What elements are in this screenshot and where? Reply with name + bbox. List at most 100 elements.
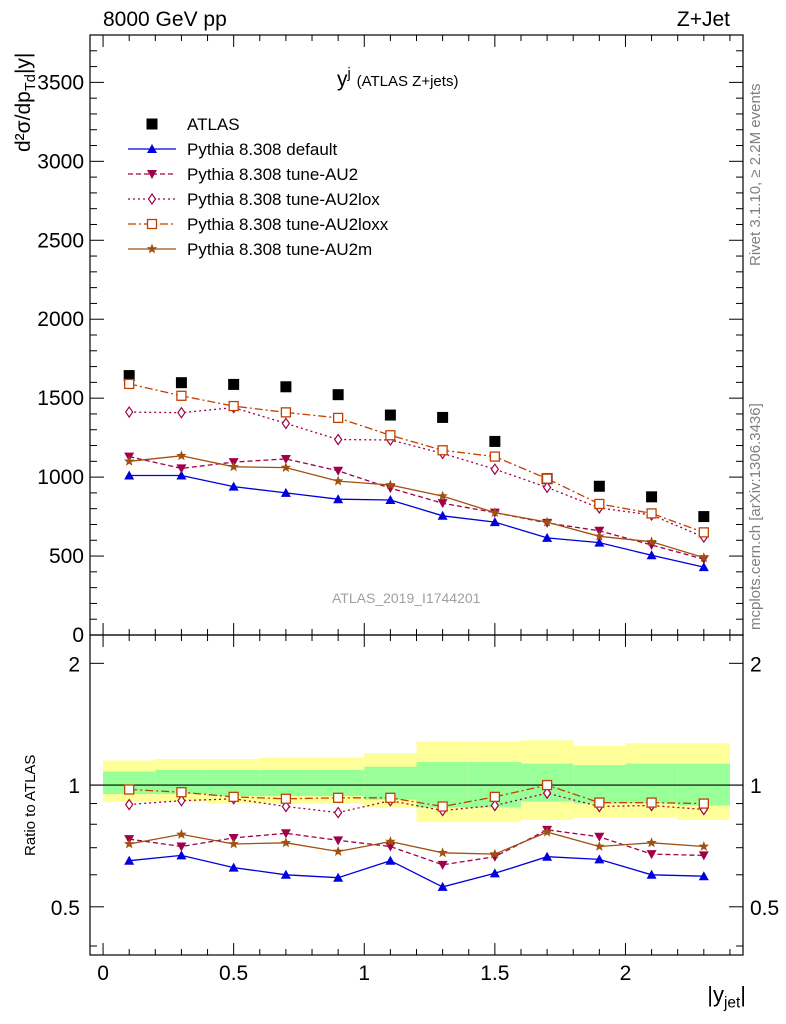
main-series-3-point-0 [124,406,134,419]
ratio-series-4-point-2 [228,838,239,849]
ratio-series-1-point-4 [333,836,344,846]
ratio-series-2-point-0 [124,798,134,811]
legend-label-5: Pythia 8.308 tune-AU2m [187,240,372,259]
main-series-1-point-0 [124,470,135,480]
ratio-series-1-point-3 [280,829,291,839]
main-series-0-point-0 [123,370,135,382]
main-series-5-line [129,455,704,559]
legend-marker-0 [146,118,158,130]
main-series-5-point-0 [123,455,135,466]
ratio-series-3-point-11 [698,798,709,809]
ratio-series-3-point-0 [124,784,135,795]
main-series-4-point-10 [646,508,657,519]
ratio-series-0-point-4 [333,872,344,882]
main-series-0-point-6 [437,411,449,423]
ratio-series-0-line [129,854,704,888]
ratio-band-inner-2 [207,769,260,796]
main-series-0-point-7 [489,435,501,447]
main-series-1-point-4 [333,494,344,504]
ratio-band-inner-0 [103,771,156,795]
main-series-3-point-8 [542,481,552,494]
rivet-label: Rivet 3.1.10, ≥ 2.2M events [747,83,764,267]
energy-label: 8000 GeV pp [103,8,227,31]
main-y-tick-label: 2000 [37,308,84,331]
main-series-5-point-3 [280,462,292,473]
ratio-series-1-point-7 [489,852,500,862]
ratio-series-3-point-2 [228,791,239,803]
ratio-series-1-line [129,829,704,866]
ratio-series-3-point-8 [541,779,553,791]
main-series-2-point-1 [176,464,187,474]
ratio-series-1-point-9 [594,832,605,842]
ratio-series-0-point-11 [698,871,709,881]
ratio-series-3-point-6 [437,801,448,812]
ratio-series-2-point-1 [177,794,186,807]
ratio-series-0-point-9 [594,854,605,864]
ratio-series-3-point-7 [489,791,501,803]
ratio-band-inner-3 [259,769,313,796]
ratio-series-2-point-3 [281,800,291,813]
ratio-series-0-point-8 [542,851,553,861]
main-series-0-point-10 [646,491,658,503]
ratio-series-0-point-2 [228,862,239,872]
ratio-band-inner-9 [573,765,626,804]
ratio-series-4-point-6 [437,847,448,858]
plot-title-sup: j [347,66,351,82]
main-series-4-point-0 [124,378,135,390]
ratio-series-4-point-5 [385,836,396,846]
legend-marker-5 [146,243,158,254]
ratio-series-4-point-11 [698,841,710,851]
main-series-5-point-8 [541,516,553,527]
ratio-series-1-point-6 [437,860,448,870]
main-series-0-point-1 [175,377,187,389]
x-tick-label: 2 [620,962,632,985]
ratio-series-2-point-8 [542,787,552,800]
ratio-y-tick-label-right: 1 [750,775,762,798]
ratio-series-4-line [129,831,704,855]
main-series-5-point-2 [228,461,239,472]
main-series-0-point-11 [698,511,710,523]
y-axis-title-sub: Td [23,74,40,92]
main-series-1-point-2 [228,481,239,491]
ratio-uncertainty-bands [103,740,730,823]
x-tick-label: 1.5 [480,962,509,985]
x-axis-title-main: |y [707,982,725,1007]
x-tick-label: 0.5 [219,962,248,985]
ratio-y-tick-label-right: 0.5 [750,897,779,920]
main-series-0-point-2 [228,378,240,390]
main-series-4-point-11 [698,527,709,538]
legend-label-3: Pythia 8.308 tune-AU2lox [187,190,380,209]
legend-marker-3 [147,192,157,206]
ratio-y-tick-label: 1 [68,775,80,798]
main-series-3-point-3 [281,417,291,430]
main-series-0-point-4 [332,389,344,401]
main-y-tick-label: 0 [72,624,84,647]
ratio-series-3-line [129,784,704,808]
main-series-4-point-5 [385,430,396,441]
main-series-5-point-1 [176,450,187,461]
ratio-series-1-point-10 [646,850,657,860]
main-series-1-point-1 [176,470,187,480]
main-series-5-point-9 [594,530,605,541]
main-series-5-point-11 [698,552,710,563]
main-series-5-point-4 [332,475,344,486]
main-panel-frame: 0 500 1000 1500 2000 2500 3000 3500 [37,34,744,647]
ratio-series-4-point-1 [176,828,187,839]
ratio-series-0-point-6 [437,881,448,891]
mcplots-label: mcplots.cern.ch [arXiv:1306.3436] [747,403,764,630]
ratio-y-axis-title: Ratio to ATLAS [22,754,39,856]
ratio-y-tick-label-right: 2 [750,653,762,676]
legend-marker-1 [147,144,157,153]
main-series-0-point-9 [593,480,605,492]
main-series-4-line [129,383,705,534]
main-series-2-line [129,455,704,560]
x-tick-label: 1 [358,962,370,985]
ratio-series-2-point-7 [490,799,500,812]
legend: ATLAS Pythia 8.308 default Pythia 8.308 tu… [128,115,389,259]
main-series-1-point-8 [542,532,553,542]
main-series-4-point-7 [489,451,501,462]
ratio-series-1-point-2 [228,833,239,843]
plot-title-suffix: (ATLAS Z+jets) [356,73,459,90]
main-series-0-point-5 [384,409,396,421]
main-y-tick-label: 2500 [37,229,84,252]
